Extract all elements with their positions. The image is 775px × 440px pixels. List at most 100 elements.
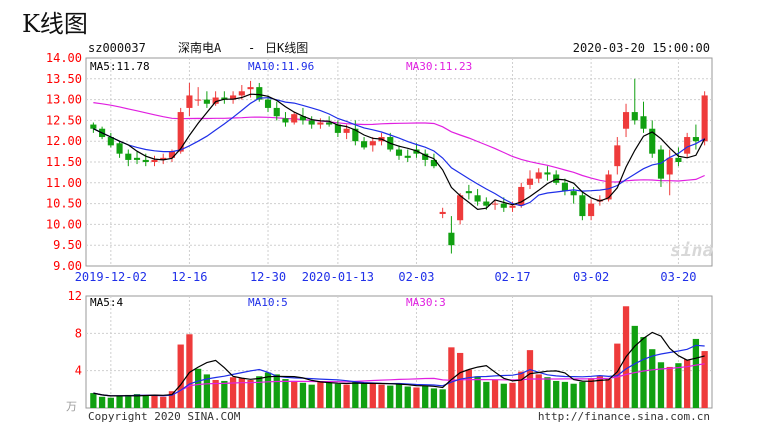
volume-bar [395, 383, 403, 408]
vol-ma30-label: MA30:3 [406, 296, 446, 309]
candle-body [413, 149, 420, 154]
candle-body [151, 159, 158, 162]
ma5-line [93, 93, 706, 211]
candle-body [526, 178, 534, 185]
volume-bar [579, 381, 586, 408]
volume-bar [212, 380, 219, 408]
volume-bars-layer [90, 306, 708, 408]
volume-axis-ticks: 12 8 4 [68, 289, 82, 378]
candle-body [395, 149, 403, 156]
volume-bar [448, 347, 455, 408]
candle-body [605, 174, 612, 200]
volume-bar [631, 325, 638, 408]
candle-body [692, 137, 699, 142]
candle-body [622, 112, 630, 129]
volume-bar [186, 334, 193, 408]
page-title: K线图 [22, 10, 88, 38]
volume-bar [168, 391, 176, 408]
source-url: http://finance.sina.com.cn [538, 410, 710, 423]
volume-bar [107, 397, 114, 408]
title-separator: - [248, 41, 255, 55]
volume-bar [352, 381, 359, 408]
candle-body [107, 137, 114, 146]
date-tick-label: 03-02 [573, 270, 609, 284]
volume-bar [404, 386, 411, 408]
candle-body [439, 211, 446, 214]
ma5-label: MA5:11.78 [90, 60, 150, 73]
candle-body [221, 97, 228, 100]
candle-body [535, 172, 542, 179]
volume-bar [509, 382, 516, 408]
price-tick-label: 13.00 [46, 93, 82, 107]
volume-bar [160, 396, 167, 408]
candle-body [230, 95, 237, 100]
volume-bar [229, 377, 237, 408]
volume-bar [387, 385, 394, 408]
candle-body [90, 124, 97, 129]
stock-code: sz000037 [88, 41, 146, 55]
volume-bar [439, 389, 446, 408]
price-tick-label: 12.50 [46, 113, 82, 127]
ma10-line [93, 97, 705, 207]
candle-body [168, 151, 176, 158]
volume-bar [561, 381, 569, 408]
volume-bar [378, 384, 385, 408]
volume-bar [413, 387, 420, 408]
volume-bar [570, 383, 577, 408]
volume-bar [422, 385, 429, 408]
volume-bar [325, 382, 333, 408]
volume-bar [657, 362, 665, 408]
candle-body [430, 159, 437, 167]
candle-body [334, 124, 341, 133]
vol-ma5-label: MA5:4 [90, 296, 123, 309]
ma-lines-layer [93, 93, 706, 211]
candle-body [212, 97, 219, 104]
candle-body [500, 203, 507, 208]
volume-bar [308, 384, 315, 408]
volume-bar [317, 381, 324, 408]
volume-bar [151, 395, 158, 408]
volume-bar [474, 376, 481, 408]
volume-bar [544, 377, 551, 408]
volume-bar [116, 395, 123, 408]
volume-bar [692, 338, 700, 408]
ma30-label: MA30:11.23 [406, 60, 472, 73]
date-axis-ticks: 2019-12-02 12-16 12-30 2020-01-13 02-03 02-17… [75, 270, 697, 284]
vol-ma10-label: MA10:5 [248, 296, 288, 309]
kline-chart-panel: 14.00 13.50 13.00 12.50 12.00 11.50 11.00 10.50… [20, 40, 750, 432]
candle-body [544, 172, 551, 175]
candle-body [457, 195, 464, 221]
volume-unit: 万 [66, 400, 77, 413]
candle-body [308, 120, 315, 125]
candle-body [238, 91, 245, 96]
volume-bar [98, 396, 106, 408]
volume-bar [195, 368, 202, 408]
volume-bar [273, 374, 280, 408]
volume-bar [360, 383, 368, 408]
volume-bar [125, 394, 132, 408]
candle-body [247, 87, 254, 90]
price-tick-label: 12.00 [46, 134, 82, 148]
candle-body [264, 99, 272, 108]
price-tick-label: 10.00 [46, 217, 82, 231]
sina-watermark: sina [670, 240, 714, 261]
ma10-label: MA10:11.96 [248, 60, 314, 73]
price-tick-label: 9.00 [53, 259, 82, 273]
candle-body [588, 203, 595, 217]
ma30-line-layer [93, 102, 705, 183]
candle-body [657, 149, 665, 179]
candle-body [177, 112, 184, 152]
candle-body [317, 122, 324, 125]
candle-body [509, 205, 516, 208]
volume-bar [334, 383, 342, 408]
price-tick-label: 11.00 [46, 176, 82, 190]
kline-chart-svg: 14.00 13.50 13.00 12.50 12.00 11.50 11.00 10.50… [46, 40, 714, 423]
volume-bar [264, 372, 272, 408]
volume-bar [238, 378, 245, 408]
stock-name: 深南电A [178, 40, 222, 55]
volume-bar [500, 383, 507, 408]
candle-body [186, 95, 193, 108]
copyright-text: Copyright 2020 SINA.COM [88, 410, 241, 423]
candle-body [133, 157, 141, 160]
candle-body [649, 128, 656, 154]
